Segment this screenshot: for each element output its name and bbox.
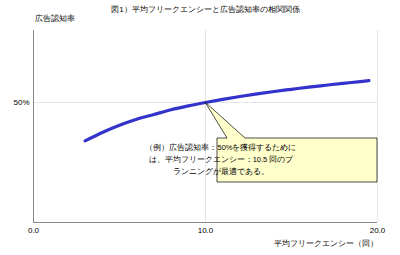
svg-text:10.0: 10.0 xyxy=(198,226,214,235)
svg-text:0.0: 0.0 xyxy=(28,226,40,235)
svg-text:広告認知率: 広告認知率 xyxy=(35,14,75,23)
svg-text:平均フリークエンシー（回）: 平均フリークエンシー（回） xyxy=(274,239,378,248)
svg-text:図1）平均フリークエンシーと広告認知率の相関関係: 図1）平均フリークエンシーと広告認知率の相関関係 xyxy=(111,5,299,14)
svg-text:50%: 50% xyxy=(13,98,29,107)
svg-text:（例）広告認知率：50%を獲得するためには、平均フリークエン: （例）広告認知率：50%を獲得するためには、平均フリークエンシー：10.5 回の… xyxy=(145,143,296,176)
svg-text:20.0: 20.0 xyxy=(370,226,386,235)
